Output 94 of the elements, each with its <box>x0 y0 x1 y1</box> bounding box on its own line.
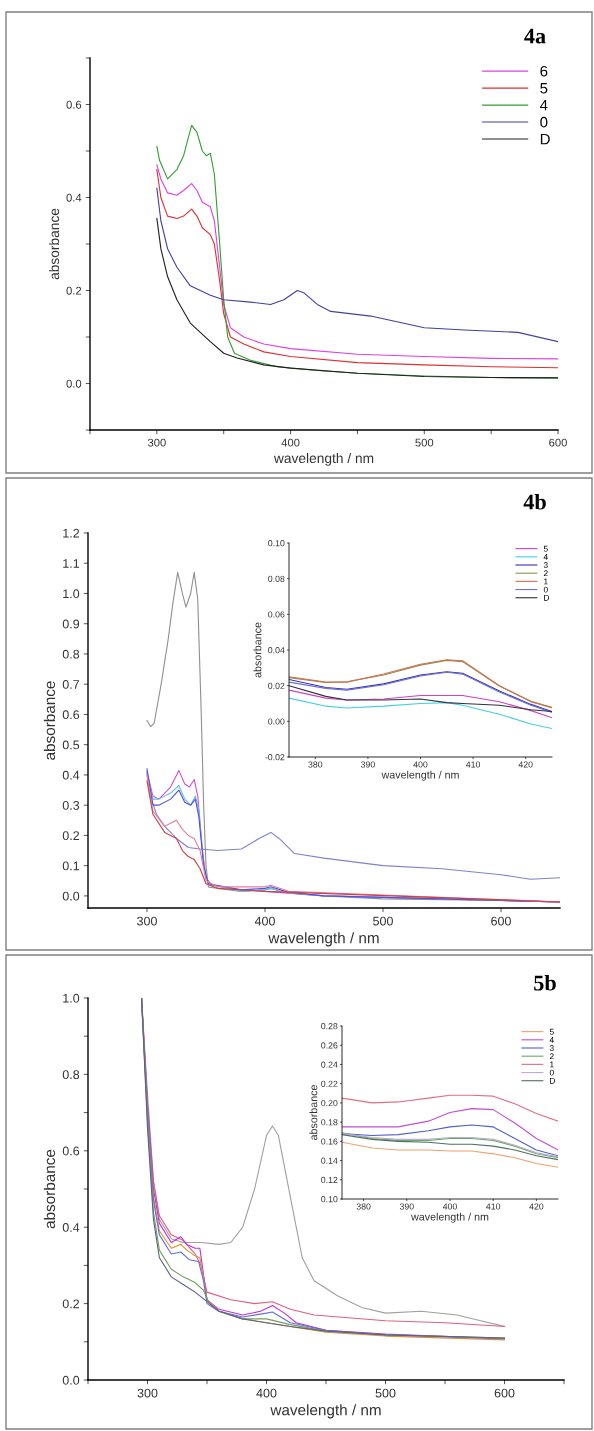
y-tick-label: 0.8 <box>62 1070 80 1080</box>
y-tick-label: 0.14 <box>321 1157 338 1164</box>
y-tick-label: 0.04 <box>268 647 285 654</box>
y-tick-label: 1.2 <box>63 528 80 538</box>
x-tick-label: 300 <box>137 1388 158 1398</box>
x-tick-label: 420 <box>518 761 533 768</box>
y-tick-label: 0.2 <box>62 831 80 841</box>
x-axis-title: wavelength / nm <box>411 1212 489 1223</box>
y-tick-label: 0.08 <box>268 575 285 582</box>
x-tick-label: 600 <box>549 438 567 447</box>
y-tick-label: 0.7 <box>62 680 80 689</box>
legend-label: 2 <box>549 1053 554 1060</box>
y-tick-label: 1.0 <box>63 589 80 599</box>
y-tick-label: 0.9 <box>62 619 80 629</box>
y-tick-label: 0.0 <box>66 379 82 388</box>
y-axis-title: absorbance <box>49 208 60 280</box>
x-tick-label: 380 <box>308 761 323 768</box>
x-axis-title: wavelength / nm <box>273 452 374 466</box>
y-tick-label: 0.10 <box>268 540 285 547</box>
y-tick-label: 0.8 <box>62 649 80 659</box>
y-tick-label: 0.0 <box>62 891 80 901</box>
x-tick-label: 400 <box>254 916 275 926</box>
y-tick-label: 0.24 <box>321 1061 338 1068</box>
legend-label: 0 <box>543 586 548 593</box>
legend-label: 4 <box>540 100 548 111</box>
y-axis-title: absorbance <box>253 622 262 678</box>
x-tick-label: 500 <box>373 916 393 926</box>
y-tick-label: 0.2 <box>66 286 82 295</box>
x-tick-label: 400 <box>442 1203 457 1210</box>
x-tick-label: 300 <box>147 438 166 447</box>
x-tick-label: 380 <box>356 1203 371 1210</box>
legend-label: 5 <box>543 545 548 552</box>
x-tick-label: 410 <box>466 761 481 768</box>
chart-title: 4b <box>523 493 546 510</box>
x-tick-label: 390 <box>360 761 375 768</box>
legend-label: 5 <box>549 1028 554 1035</box>
legend-label: D <box>544 594 550 601</box>
legend-label: D <box>550 1077 556 1084</box>
y-tick-label: 0.6 <box>66 100 82 109</box>
y-tick-label: 0.12 <box>321 1176 338 1184</box>
y-tick-label: 0.3 <box>62 800 80 810</box>
y-tick-label: 0.5 <box>62 740 80 750</box>
y-tick-label: 0.00 <box>268 718 285 725</box>
x-tick-label: 400 <box>256 1388 277 1398</box>
y-tick-label: 0.16 <box>321 1138 338 1145</box>
x-tick-label: 600 <box>494 1388 515 1398</box>
legend-label: 0 <box>540 116 548 128</box>
x-axis-title: wavelength / nm <box>268 932 379 947</box>
x-tick-label: 400 <box>281 438 300 447</box>
y-tick-label: 0.4 <box>62 1223 80 1232</box>
legend-label: 0 <box>549 1069 554 1076</box>
x-axis-title: wavelength / nm <box>381 770 459 781</box>
x-tick-label: 390 <box>399 1203 414 1210</box>
y-tick-label: 0.1 <box>62 861 80 871</box>
y-tick-label: 0.6 <box>62 1146 80 1156</box>
y-tick-label: 0.2 <box>62 1299 80 1309</box>
y-tick-label: 1.1 <box>63 559 80 568</box>
y-tick-label: 0.22 <box>321 1080 338 1087</box>
legend-label: 3 <box>549 1045 554 1051</box>
legend-label: 2 <box>543 570 548 577</box>
legend-label: 1 <box>544 578 548 585</box>
y-tick-label: 0.20 <box>321 1099 338 1107</box>
y-tick-label: 1.0 <box>63 993 80 1003</box>
y-tick-label: 0.02 <box>268 682 285 689</box>
legend-label: 3 <box>543 562 548 568</box>
y-axis-title: absorbance <box>43 1149 56 1229</box>
x-tick-label: 500 <box>415 438 434 447</box>
y-tick-label: 0.0 <box>62 1375 80 1385</box>
legend-label: 1 <box>550 1061 554 1068</box>
legend-label: 5 <box>540 83 548 94</box>
x-tick-label: 300 <box>137 916 157 926</box>
y-tick-label: 0.18 <box>321 1119 338 1126</box>
x-tick-label: 420 <box>529 1203 544 1210</box>
y-axis-title: absorbance <box>43 681 56 760</box>
legend-label: 6 <box>540 65 548 77</box>
y-tick-label: 0.6 <box>62 710 80 720</box>
legend-label: D <box>540 133 550 145</box>
y-tick-label: 0.4 <box>62 770 80 780</box>
y-axis-title: absorbance <box>309 1085 318 1140</box>
y-tick-label: 0.28 <box>321 1023 338 1030</box>
chart-title: 5b <box>534 974 556 991</box>
x-axis-title: wavelength / nm <box>270 1404 381 1419</box>
y-tick-label: 0.4 <box>66 193 82 202</box>
chart-title: 4a <box>524 28 546 44</box>
y-tick-label: 0.06 <box>268 611 285 618</box>
legend-label: 4 <box>549 1036 554 1043</box>
y-tick-label: -0.02 <box>265 754 285 761</box>
x-tick-label: 410 <box>486 1203 501 1210</box>
y-tick-label: 0.10 <box>321 1196 338 1203</box>
x-tick-label: 500 <box>375 1388 396 1398</box>
x-tick-label: 400 <box>413 761 428 768</box>
legend-label: 4 <box>543 553 548 560</box>
y-tick-label: 0.26 <box>321 1042 338 1049</box>
x-tick-label: 600 <box>491 916 511 926</box>
